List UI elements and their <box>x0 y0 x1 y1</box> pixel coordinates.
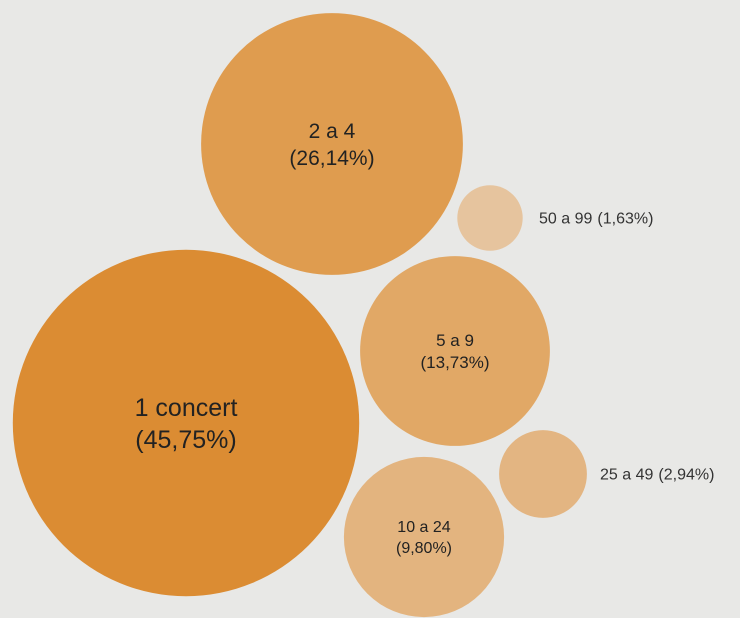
bubble-1-concert <box>12 249 360 597</box>
bubble-label-50-a-99: 50 a 99 <box>539 211 592 228</box>
bubble-label-10-a-24: 10 a 24 <box>397 519 450 536</box>
bubble-outside-label-50-a-99: 50 a 99 (1,63%) <box>539 211 653 228</box>
bubble-10-a-24 <box>343 456 505 618</box>
bubble-value-label-5-a-9: (13,73%) <box>421 353 490 372</box>
bubble-25-a-49 <box>499 430 587 518</box>
bubble-value-label-10-a-24: (9,80%) <box>396 540 452 557</box>
bubble-50-a-99 <box>457 185 523 251</box>
bubble-5-a-9 <box>360 256 550 446</box>
bubble-2-a-4 <box>201 13 463 275</box>
bubble-label-25-a-49: 25 a 49 <box>600 467 653 484</box>
bubble-label-5-a-9: 5 a 9 <box>436 331 474 350</box>
bubble-value-label-1-concert: (45,75%) <box>135 426 236 454</box>
bubble-label-2-a-4: 2 a 4 <box>309 120 356 143</box>
bubble-label-1-concert: 1 concert <box>135 394 238 422</box>
bubble-outside-label-25-a-49: 25 a 49 (2,94%) <box>600 467 714 484</box>
bubble-value-label-2-a-4: (26,14%) <box>289 147 374 170</box>
bubble-value-label-50-a-99: (1,63%) <box>597 211 653 228</box>
bubble-value-label-25-a-49: (2,94%) <box>658 467 714 484</box>
